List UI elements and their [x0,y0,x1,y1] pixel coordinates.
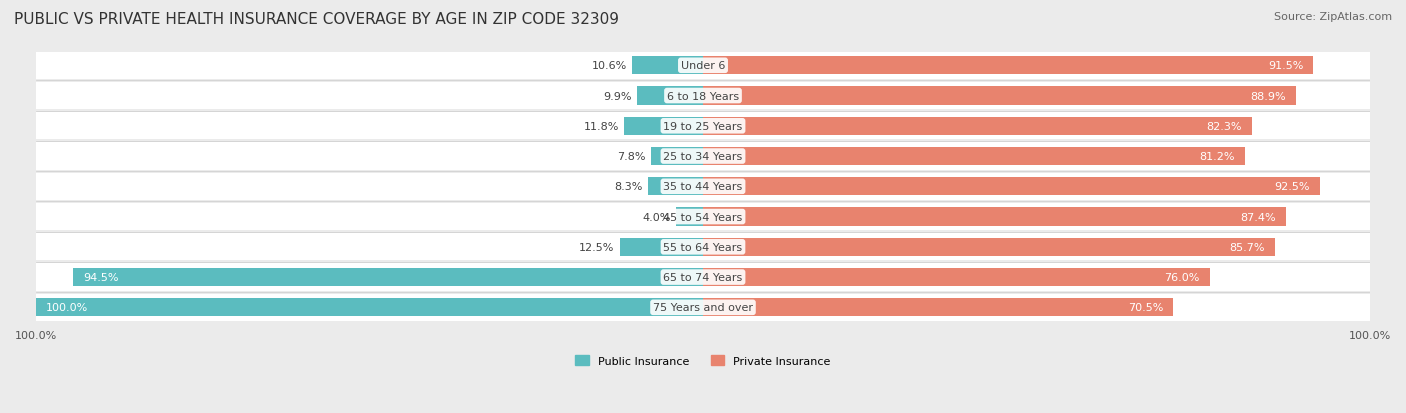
Text: 70.5%: 70.5% [1128,303,1163,313]
Bar [37,173,1369,200]
Bar [648,178,703,196]
Bar [37,52,1369,80]
Text: 12.5%: 12.5% [579,242,614,252]
Text: 10.6%: 10.6% [592,61,627,71]
Bar [37,264,1369,291]
Text: Under 6: Under 6 [681,61,725,71]
Text: 55 to 64 Years: 55 to 64 Years [664,242,742,252]
Text: 11.8%: 11.8% [583,121,619,131]
Bar [37,299,703,317]
Text: 7.8%: 7.8% [617,152,645,161]
Text: 6 to 18 Years: 6 to 18 Years [666,91,740,101]
Bar [703,57,1313,75]
Text: PUBLIC VS PRIVATE HEALTH INSURANCE COVERAGE BY AGE IN ZIP CODE 32309: PUBLIC VS PRIVATE HEALTH INSURANCE COVER… [14,12,619,27]
Text: 82.3%: 82.3% [1206,121,1241,131]
Text: 35 to 44 Years: 35 to 44 Years [664,182,742,192]
Bar [651,147,703,166]
Bar [703,147,1244,166]
Bar [703,117,1251,135]
Legend: Public Insurance, Private Insurance: Public Insurance, Private Insurance [571,351,835,370]
Text: 91.5%: 91.5% [1268,61,1303,71]
Bar [703,268,1209,287]
Text: 87.4%: 87.4% [1240,212,1275,222]
Text: 4.0%: 4.0% [643,212,671,222]
Bar [37,143,1369,170]
Bar [624,117,703,135]
Text: 88.9%: 88.9% [1250,91,1286,101]
Text: 45 to 54 Years: 45 to 54 Years [664,212,742,222]
Bar [703,208,1286,226]
Text: 85.7%: 85.7% [1229,242,1264,252]
Text: 81.2%: 81.2% [1199,152,1234,161]
Bar [676,208,703,226]
Text: 100.0%: 100.0% [46,303,89,313]
Bar [37,234,1369,261]
Bar [37,113,1369,140]
Bar [37,83,1369,110]
Text: 25 to 34 Years: 25 to 34 Years [664,152,742,161]
Text: 94.5%: 94.5% [83,273,118,282]
Text: 92.5%: 92.5% [1274,182,1310,192]
Text: 65 to 74 Years: 65 to 74 Years [664,273,742,282]
Bar [703,238,1274,256]
Bar [703,299,1173,317]
Text: 75 Years and over: 75 Years and over [652,303,754,313]
Text: 19 to 25 Years: 19 to 25 Years [664,121,742,131]
Text: 9.9%: 9.9% [603,91,631,101]
Text: 76.0%: 76.0% [1164,273,1199,282]
Bar [620,238,703,256]
Bar [703,178,1320,196]
Bar [637,87,703,105]
Bar [37,204,1369,230]
Bar [37,294,1369,321]
Text: 8.3%: 8.3% [614,182,643,192]
Text: Source: ZipAtlas.com: Source: ZipAtlas.com [1274,12,1392,22]
Bar [703,87,1296,105]
Bar [73,268,703,287]
Bar [633,57,703,75]
